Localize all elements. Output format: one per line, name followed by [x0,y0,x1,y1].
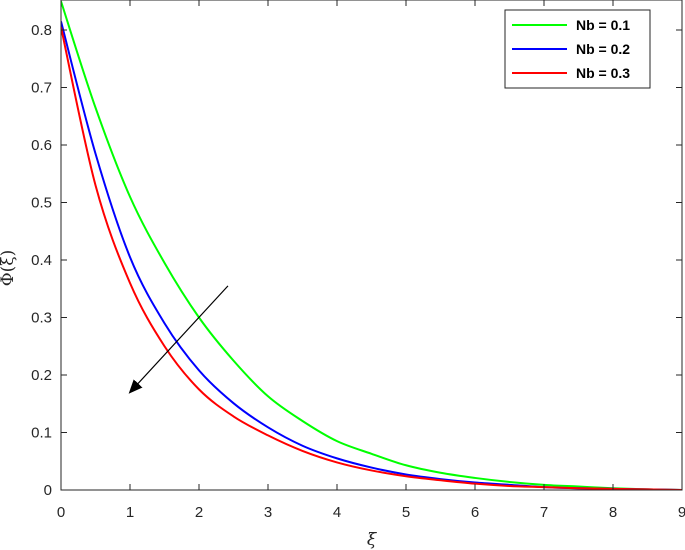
x-tick-label: 2 [195,504,203,521]
x-tick-label: 0 [57,504,65,521]
y-tick-label: 0.1 [31,425,52,442]
x-tick-label: 7 [540,504,548,521]
x-tick-label: 6 [471,504,479,521]
y-tick-label: 0.4 [31,252,52,269]
y-tick-label: 0.3 [31,310,52,327]
x-tick-label: 8 [609,504,617,521]
legend-label-1: Nb = 0.1 [576,17,630,33]
x-tick-label: 4 [333,504,341,521]
x-axis-label: ξ [367,530,378,550]
trend-arrow [128,285,229,394]
y-tick-label: 0.8 [31,22,52,39]
y-tick-label: 0.7 [31,80,52,97]
x-tick-label: 9 [678,504,685,521]
x-tick-label: 1 [126,504,134,521]
y-tick-label: 0.6 [31,137,52,154]
legend-label-3: Nb = 0.3 [576,65,630,81]
legend: Nb = 0.1 Nb = 0.2 Nb = 0.3 [504,9,651,89]
series-line-3 [61,26,682,490]
series-line-1 [61,0,682,490]
y-tick-label: 0.5 [31,195,52,212]
y-axis-label: Φ(ξ) [0,250,18,287]
x-tick-label: 3 [264,504,272,521]
x-tick-label: 5 [402,504,410,521]
plot-frame [60,0,683,491]
y-tick-label: 0.2 [31,367,52,384]
y-tick-label: 0 [44,482,52,499]
legend-label-2: Nb = 0.2 [576,41,630,57]
